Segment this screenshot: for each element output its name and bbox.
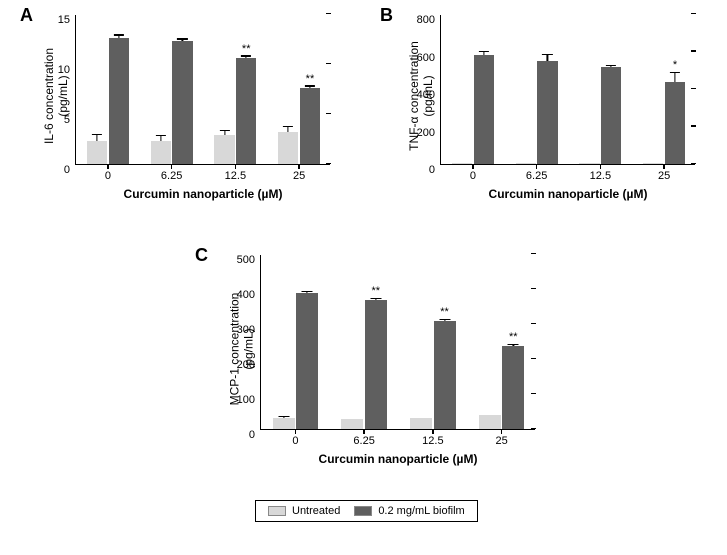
bar — [87, 141, 107, 164]
significance-marker: ** — [509, 331, 518, 343]
panel-a-plot: 051015IL-6 concentration(pg/mL)06.2512.5… — [75, 15, 330, 165]
bar — [479, 415, 501, 429]
panel-c-label: C — [195, 245, 208, 266]
legend-item: 0.2 mg/mL biofilm — [354, 505, 464, 517]
x-axis-label: Curcumin nanoparticle (µM) — [319, 452, 478, 466]
bar — [579, 163, 599, 165]
significance-marker: * — [673, 59, 677, 71]
bar — [365, 300, 387, 429]
panel-c-plot: 0100200300400500MCP-1 concentration(pg/m… — [260, 255, 535, 430]
bar — [601, 67, 621, 164]
bar — [214, 135, 234, 164]
significance-marker: ** — [440, 306, 449, 318]
y-axis-label: TNF-α concentration(pg/mL) — [407, 21, 435, 171]
bar — [452, 163, 472, 165]
figure-container: A 051015IL-6 concentration(pg/mL)06.2512… — [0, 0, 727, 555]
bar — [278, 132, 298, 164]
bar — [296, 293, 318, 429]
bar — [151, 141, 171, 164]
bar — [643, 163, 663, 165]
y-axis-label: IL-6 concentration(pg/mL) — [42, 21, 70, 171]
significance-marker: ** — [306, 73, 315, 85]
bar — [502, 346, 524, 429]
bar — [434, 321, 456, 429]
bar — [109, 38, 129, 164]
significance-marker: ** — [242, 43, 251, 55]
bar — [273, 418, 295, 429]
panel-a-label: A — [20, 5, 33, 26]
panel-b-label: B — [380, 5, 393, 26]
legend: Untreated 0.2 mg/mL biofilm — [255, 500, 478, 522]
bar — [410, 418, 432, 429]
legend-label: Untreated — [292, 505, 340, 517]
bar — [665, 82, 685, 165]
x-axis-label: Curcumin nanoparticle (µM) — [489, 187, 648, 201]
y-axis-label: MCP-1 concentration(pg/mL) — [227, 261, 255, 436]
bar — [300, 88, 320, 164]
legend-swatch — [354, 506, 372, 516]
bar — [516, 163, 536, 165]
bar — [341, 419, 363, 430]
bar — [537, 61, 557, 164]
legend-item: Untreated — [268, 505, 340, 517]
significance-marker: ** — [372, 285, 381, 297]
bar — [474, 55, 494, 164]
legend-label: 0.2 mg/mL biofilm — [378, 505, 464, 517]
bar — [236, 58, 256, 164]
panel-b-plot: 0200400600800TNF-α concentration(pg/mL)0… — [440, 15, 695, 165]
x-axis-label: Curcumin nanoparticle (µM) — [124, 187, 283, 201]
bar — [172, 41, 192, 164]
legend-swatch — [268, 506, 286, 516]
